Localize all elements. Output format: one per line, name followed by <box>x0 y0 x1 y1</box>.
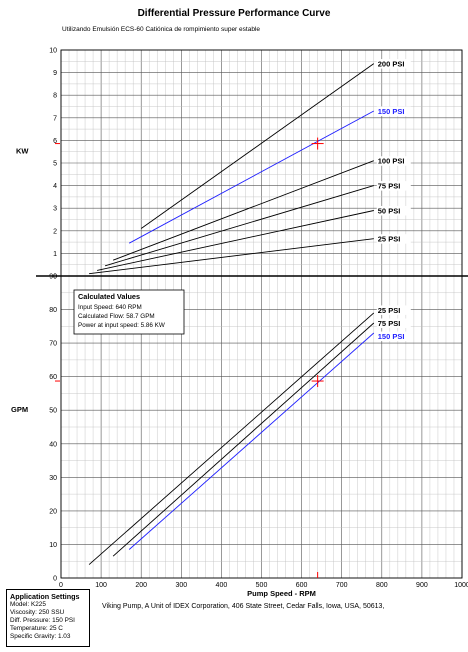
kw-tick-label: 4 <box>53 183 57 190</box>
calc-line-speed: Input Speed: 640 RPM <box>78 304 142 311</box>
rpm-tick-label: 1000 <box>454 582 468 589</box>
rpm-tick-label: 600 <box>296 582 308 589</box>
series-label: 150 PSI <box>378 332 405 341</box>
series-line-25-psi <box>88 312 375 565</box>
series-label: 25 PSI <box>378 306 401 315</box>
rpm-tick-label: 700 <box>336 582 348 589</box>
rpm-tick-label: 100 <box>95 582 107 589</box>
chart-subtitle: Utilizando Emulsión ECS-60 Catiónica de … <box>62 26 260 33</box>
gpm-tick-label: 50 <box>49 408 57 415</box>
series-label: 150 PSI <box>378 107 405 116</box>
app-setting-temperature: Temperature: 25 C <box>10 625 63 633</box>
rpm-tick-label: 0 <box>59 582 63 589</box>
series-label-bg <box>376 106 411 117</box>
series-line-150-psi <box>128 332 375 550</box>
kw-tick-label: 2 <box>53 228 57 235</box>
series-line-100-psi <box>112 160 374 261</box>
rpm-tick-label: 900 <box>416 582 428 589</box>
gpm-tick-label: 20 <box>49 508 57 515</box>
app-setting-model: Model: K225 <box>10 601 46 608</box>
kw-tick-label: 1 <box>53 251 57 258</box>
gpm-tick-label: 70 <box>49 341 57 348</box>
gpm-tick-label: 80 <box>49 307 57 314</box>
plot-frame <box>60 49 463 579</box>
series-label-bg <box>376 331 411 342</box>
kw-tick-label: 8 <box>53 93 57 100</box>
gpm-axis-label: GPM <box>11 405 28 414</box>
gpm-tick-label: 60 <box>49 374 57 381</box>
gpm-tick-label: 90 <box>49 274 57 281</box>
series-label-bg <box>376 234 411 244</box>
kw-axis-label: KW <box>16 147 29 156</box>
chart-title: Differential Pressure Performance Curve <box>137 8 331 19</box>
manufacturer-footer: Viking Pump, A Unit of IDEX Corporation,… <box>102 603 385 610</box>
series-label-bg <box>376 318 411 328</box>
series-label: 100 PSI <box>378 157 405 166</box>
kw-tick-label: 10 <box>49 48 57 55</box>
rpm-tick-label: 400 <box>216 582 228 589</box>
series-label: 75 PSI <box>378 319 401 328</box>
calc-line-power: Power at input speed: 5.86 KW <box>78 322 165 329</box>
gpm-tick-label: 10 <box>49 542 57 549</box>
gpm-tick-label: 0 <box>53 576 57 583</box>
kw-tick-label: 0 <box>53 274 57 281</box>
app-setting-pressure: Diff. Pressure: 150 PSI <box>10 617 75 625</box>
gpm-tick-label: 40 <box>49 441 57 448</box>
series-label-bg <box>376 205 411 216</box>
kw-tick-label: 9 <box>53 70 57 77</box>
series-layer: 200 PSI 150 PSI 100 PSI 75 PSI 50 PSI 25 PSI 2… <box>55 59 411 578</box>
series-label: 50 PSI <box>378 206 401 215</box>
application-settings-box: Application Settings Model: K225 Viscosi… <box>6 589 90 647</box>
series-label-bg <box>376 156 411 166</box>
series-label-bg <box>376 305 411 315</box>
rpm-tick-label: 500 <box>256 582 268 589</box>
series-label-bg <box>376 59 411 69</box>
app-settings-heading: Application Settings <box>10 592 80 601</box>
chart-axes <box>36 49 468 579</box>
series-line-25-psi <box>89 238 374 275</box>
calc-line-flow: Calculated Flow: 58.7 GPM <box>78 313 155 320</box>
rpm-tick-label: 200 <box>135 582 147 589</box>
series-line-75-psi <box>112 322 375 557</box>
rpm-axis-label: Pump Speed - RPM <box>247 589 316 598</box>
series-label: 75 PSI <box>378 182 401 191</box>
kw-panel-grid <box>60 49 463 277</box>
series-label: 25 PSI <box>378 235 401 244</box>
series-label: 200 PSI <box>378 60 405 69</box>
kw-tick-label: 6 <box>53 138 57 145</box>
series-line-200-psi <box>140 63 375 229</box>
kw-tick-label: 5 <box>53 161 57 168</box>
calculated-values-box: Calculated Values Input Speed: 640 RPM C… <box>73 289 185 335</box>
kw-tick-label: 3 <box>53 206 57 213</box>
rpm-tick-label: 800 <box>376 582 388 589</box>
app-setting-viscosity: Viscosity: 250 SSU <box>10 609 65 617</box>
series-line-50-psi <box>97 210 374 271</box>
series-line-75-psi <box>104 185 374 267</box>
rpm-tick-label: 300 <box>175 582 187 589</box>
series-label-bg <box>376 181 411 191</box>
kw-tick-label: 7 <box>53 115 57 122</box>
app-setting-gravity: Specific Gravity: 1.03 <box>10 633 71 641</box>
calc-heading: Calculated Values <box>78 292 140 301</box>
gpm-tick-label: 30 <box>49 475 57 482</box>
series-line-150-psi <box>128 110 375 244</box>
